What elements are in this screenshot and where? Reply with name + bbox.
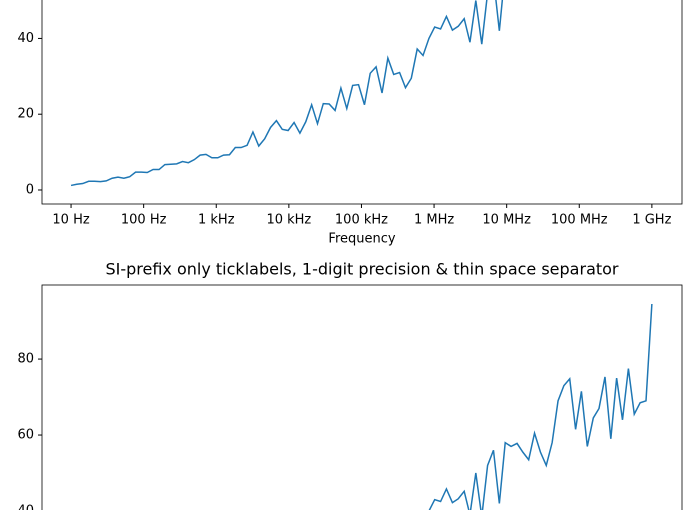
y-tick-label: 20 bbox=[17, 107, 34, 122]
chart-title: SI-prefix only ticklabels, 1-digit preci… bbox=[105, 260, 618, 279]
x-axis-label: Frequency bbox=[328, 232, 395, 247]
x-tick-label: 10 MHz bbox=[482, 213, 531, 228]
y-tick-label: 0 bbox=[26, 182, 34, 197]
y-tick-label: 40 bbox=[17, 31, 34, 46]
x-tick-label: 10 kHz bbox=[266, 213, 311, 228]
x-tick-label: 1 GHz bbox=[632, 213, 671, 228]
x-tick-label: 100 kHz bbox=[335, 213, 388, 228]
x-tick-label: 100 Hz bbox=[121, 213, 167, 228]
data-line bbox=[428, 303, 653, 510]
y-tick-label: 80 bbox=[17, 352, 34, 367]
data-line bbox=[70, 0, 504, 187]
axes-frame bbox=[41, 284, 683, 510]
y-tick-label: 40 bbox=[17, 504, 34, 510]
x-tick-label: 10 Hz bbox=[52, 213, 89, 228]
x-tick-label: 1 kHz bbox=[198, 213, 235, 228]
x-tick-label: 1 MHz bbox=[414, 213, 454, 228]
x-tick-label: 100 MHz bbox=[551, 213, 608, 228]
y-tick-label: 60 bbox=[17, 428, 34, 443]
axes-frame bbox=[41, 0, 683, 205]
